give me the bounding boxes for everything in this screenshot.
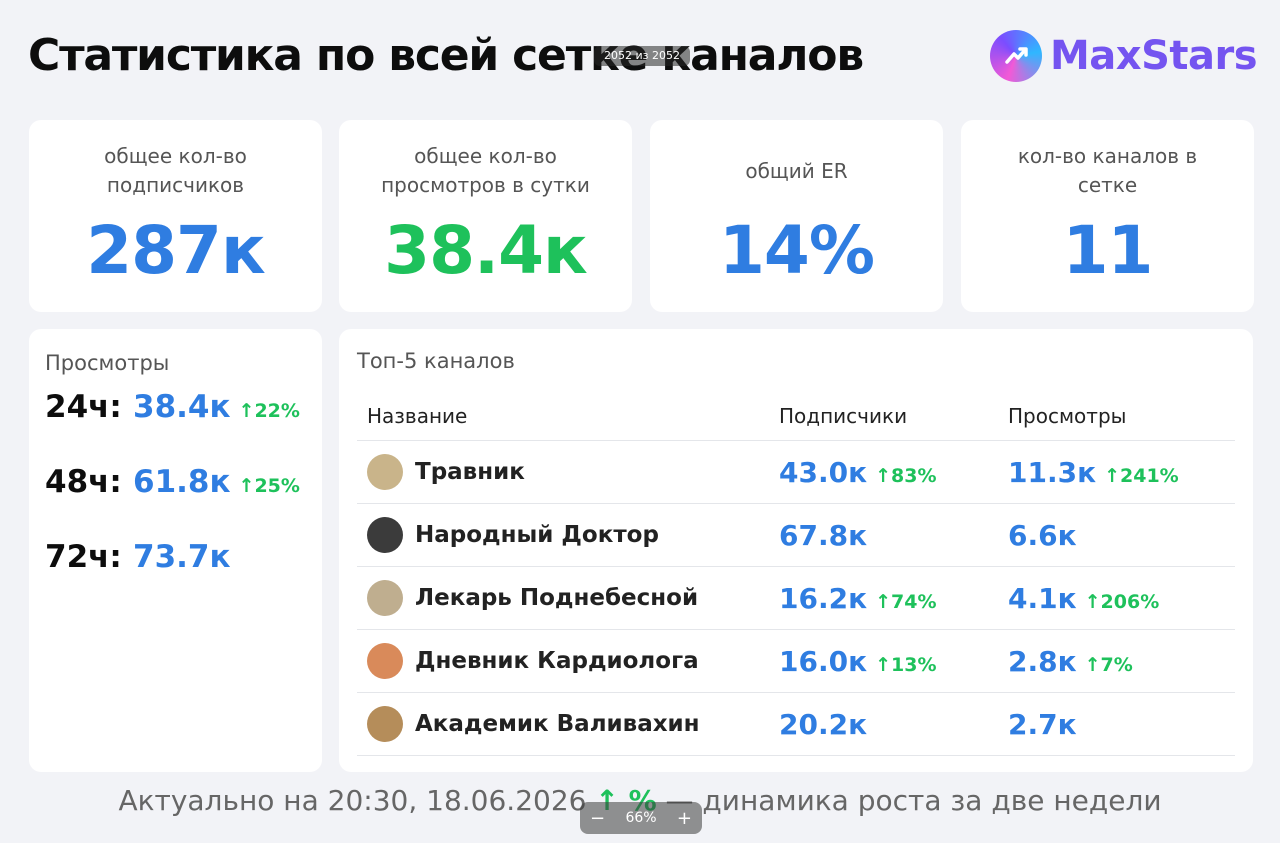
- views-value: 11.3к: [1008, 455, 1097, 489]
- channel-name: Травник: [415, 459, 525, 485]
- period-label: 24ч:: [45, 389, 122, 425]
- stat-card-er: общий ER 14%: [650, 120, 943, 312]
- stat-card-channels: кол-во каналов в сетке 11: [961, 120, 1254, 312]
- stat-label: кол-во каналов в сетке: [1017, 144, 1198, 197]
- stat-label: общий ER: [745, 158, 848, 183]
- stat-card-daily-views: общее кол-во просмотров в сутки 38.4к: [339, 120, 632, 312]
- column-header-views: Просмотры: [1008, 403, 1127, 428]
- table-row[interactable]: Академик Валивахин 20.2к 2.7к: [357, 693, 1235, 756]
- period-value: 61.8к: [133, 464, 231, 500]
- views-row-24h: 24ч: 38.4к ↑22%: [45, 389, 306, 464]
- subscribers-value: 20.2к: [779, 707, 868, 741]
- stat-label: общее кол-во просмотров в сутки: [381, 144, 590, 197]
- top-channels-card: Топ-5 каналов Название Подписчики Просмо…: [339, 329, 1253, 772]
- views-row-72h: 72ч: 73.7к: [45, 539, 306, 614]
- period-label: 72ч:: [45, 539, 122, 575]
- period-value: 73.7к: [133, 539, 231, 575]
- views-row-48h: 48ч: 61.8к ↑25%: [45, 464, 306, 539]
- period-gain: ↑25%: [238, 475, 300, 497]
- views-value: 2.7к: [1008, 707, 1077, 741]
- subscribers-gain: ↑13%: [875, 653, 937, 676]
- views-value: 4.1к: [1008, 581, 1077, 615]
- footer-note: Актуально на 20:30, 18.06.2026 ↑ % — дин…: [0, 784, 1280, 817]
- stat-value: 38.4к: [384, 212, 588, 289]
- views-gain: ↑206%: [1084, 590, 1160, 613]
- table-row[interactable]: Травник 43.0к ↑83% 11.3к ↑241%: [357, 441, 1235, 504]
- views-gain: ↑241%: [1104, 464, 1179, 487]
- zoom-out-button[interactable]: −: [590, 807, 606, 829]
- footer-suffix: — динамика роста за две недели: [665, 784, 1162, 817]
- top-heading: Топ-5 каналов: [357, 349, 515, 373]
- views-gain: ↑7%: [1084, 653, 1133, 676]
- logo-icon: [990, 30, 1042, 82]
- channel-avatar: [367, 643, 403, 679]
- logo-text: MaxStars: [1050, 33, 1258, 79]
- table-header: Название Подписчики Просмотры: [357, 391, 1235, 441]
- brand-logo: MaxStars: [990, 30, 1258, 82]
- channel-name: Лекарь Поднебесной: [415, 585, 699, 611]
- views-card: Просмотры 24ч: 38.4к ↑22% 48ч: 61.8к ↑25…: [29, 329, 322, 772]
- column-header-name: Название: [367, 403, 468, 428]
- channel-avatar: [367, 706, 403, 742]
- channel-name: Народный Доктор: [415, 522, 659, 548]
- stat-value: 287к: [86, 212, 266, 289]
- page-title: Статистика по всей сетке каналов: [28, 30, 864, 81]
- subscribers-value: 43.0к: [779, 455, 868, 489]
- period-label: 48ч:: [45, 464, 122, 500]
- stat-value: 11: [1062, 212, 1154, 289]
- footer-prefix: Актуально на 20:30, 18.06.2026: [118, 784, 587, 817]
- subscribers-value: 67.8к: [779, 518, 868, 552]
- stat-label: общее кол-во подписчиков: [104, 144, 247, 197]
- top-channels-table: Название Подписчики Просмотры Травник 43…: [357, 391, 1235, 756]
- table-row[interactable]: Народный Доктор 67.8к 6.6к: [357, 504, 1235, 567]
- channel-avatar: [367, 517, 403, 553]
- period-gain: ↑22%: [238, 400, 300, 422]
- stat-value: 14%: [719, 212, 875, 289]
- table-row[interactable]: Лекарь Поднебесной 16.2к ↑74% 4.1к ↑206%: [357, 567, 1235, 630]
- channel-name: Академик Валивахин: [415, 711, 700, 737]
- views-value: 2.8к: [1008, 644, 1077, 678]
- subscribers-gain: ↑74%: [875, 590, 937, 613]
- zoom-in-button[interactable]: +: [676, 807, 692, 829]
- subscribers-gain: ↑83%: [875, 464, 937, 487]
- column-header-subscribers: Подписчики: [779, 403, 908, 428]
- views-heading: Просмотры: [45, 351, 170, 375]
- table-row[interactable]: Дневник Кардиолога 16.0к ↑13% 2.8к ↑7%: [357, 630, 1235, 693]
- period-value: 38.4к: [133, 389, 231, 425]
- channel-avatar: [367, 580, 403, 616]
- zoom-control: − 66% +: [580, 802, 702, 834]
- views-value: 6.6к: [1008, 518, 1077, 552]
- channel-name: Дневник Кардиолога: [415, 648, 699, 674]
- stat-card-subscribers: общее кол-во подписчиков 287к: [29, 120, 322, 312]
- page-counter: 2052 из 2052: [594, 46, 690, 66]
- channel-avatar: [367, 454, 403, 490]
- subscribers-value: 16.0к: [779, 644, 868, 678]
- subscribers-value: 16.2к: [779, 581, 868, 615]
- zoom-level: 66%: [625, 810, 657, 826]
